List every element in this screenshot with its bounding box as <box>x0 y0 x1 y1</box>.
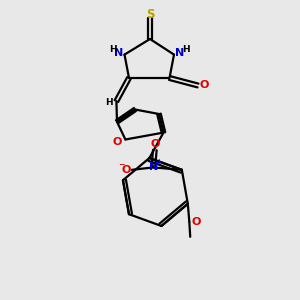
Text: O: O <box>113 137 122 147</box>
Text: O: O <box>122 165 131 175</box>
Text: N: N <box>149 162 158 172</box>
Text: H: H <box>182 45 190 54</box>
Text: O: O <box>150 139 160 149</box>
Text: O: O <box>191 217 201 227</box>
Text: −: − <box>118 160 124 169</box>
Text: +: + <box>156 158 162 167</box>
Text: N: N <box>176 48 184 59</box>
Text: H: H <box>109 45 117 54</box>
Text: N: N <box>114 48 123 59</box>
Text: H: H <box>105 98 112 107</box>
Text: S: S <box>146 8 154 21</box>
Text: O: O <box>200 80 209 91</box>
